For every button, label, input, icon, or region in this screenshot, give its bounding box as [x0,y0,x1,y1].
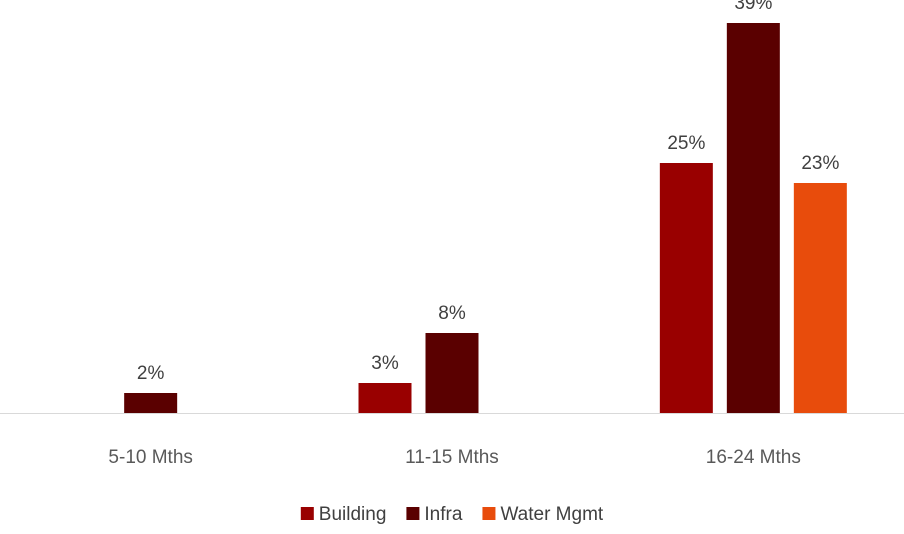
legend-label-infra: Infra [424,504,462,525]
data-label-water-mgmt-3: 23% [801,153,839,174]
x-tick-label: 16-24 Mths [706,447,801,468]
plot-area: 2% 3% 8% 25% 39% 23% [124,0,847,413]
bar-infra-3 [726,23,780,413]
legend-label-building: Building [319,504,387,525]
bar-infra-1 [124,393,178,413]
x-tick-label: 5-10 Mths [108,447,192,468]
bar-water-mgmt-3 [793,183,847,413]
bar-building-3 [659,163,713,413]
legend-swatch-building [300,507,314,520]
data-label-infra-2: 8% [438,303,466,324]
legend-label-water-mgmt: Water Mgmt [500,504,603,525]
data-label-infra-3: 39% [734,0,772,14]
legend-swatch-water-mgmt [482,507,496,520]
bar-infra-2 [425,333,479,413]
data-label-building-3: 25% [667,133,705,154]
bar-building-2 [358,383,412,413]
legend: Building Infra Water Mgmt [300,504,604,525]
x-tick-label: 11-15 Mths [405,447,499,468]
data-label-infra-1: 2% [137,363,165,384]
data-label-building-2: 3% [371,353,399,374]
x-axis-tick-labels: 5-10 Mths 11-15 Mths 16-24 Mths [108,447,800,468]
legend-swatch-infra [406,507,420,520]
